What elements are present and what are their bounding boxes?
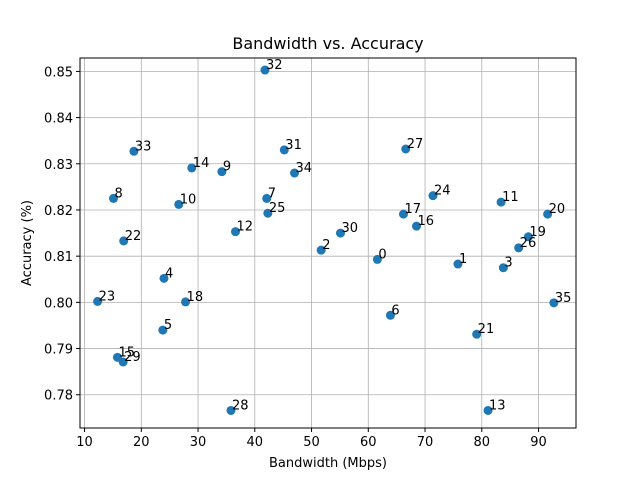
point-label-15: 15 [118,345,135,360]
data-point-30 [335,228,345,238]
x-axis-ticks: 10 20 30 40 50 60 70 80 90 [76,428,547,450]
data-point-26 [514,243,524,253]
point-label-24: 24 [434,184,451,199]
x-tick-label: 90 [530,435,547,450]
point-label-19: 19 [529,225,546,240]
data-point-3 [498,263,508,273]
data-point-9 [217,167,227,177]
x-tick-label: 20 [133,435,150,450]
data-point-13 [483,405,493,415]
data-points [93,65,559,415]
data-point-14 [187,163,197,173]
data-point-10 [174,199,184,209]
point-label-26: 26 [520,236,537,251]
data-point-35 [549,298,559,308]
data-point-20 [543,209,553,219]
x-tick-label: 30 [190,435,207,450]
data-point-24 [428,191,438,201]
point-label-12: 12 [236,220,253,235]
y-tick-label: 0.79 [44,343,73,358]
y-tick-label: 0.84 [44,112,73,127]
data-point-23 [93,296,103,306]
point-label-29: 29 [124,350,141,365]
data-point-12 [230,227,240,237]
point-label-27: 27 [407,137,424,152]
data-point-2 [316,245,326,255]
point-label-35: 35 [555,291,572,306]
data-point-5 [158,325,168,335]
data-point-21 [472,329,482,339]
point-label-6: 6 [391,303,399,318]
data-point-29 [118,357,128,367]
point-label-23: 23 [99,289,116,304]
point-label-9: 9 [223,160,231,175]
data-point-33 [129,146,139,156]
data-point-6 [385,310,395,320]
data-point-19 [523,232,533,242]
x-tick-label: 50 [303,435,320,450]
x-axis-label: Bandwidth (Mbps) [269,456,387,471]
x-tick-label: 60 [360,435,377,450]
point-label-13: 13 [489,398,506,413]
data-point-18 [181,297,191,307]
point-label-5: 5 [164,318,172,333]
data-point-8 [108,193,118,203]
data-point-11 [496,197,506,207]
data-point-27 [401,144,411,154]
y-tick-label: 0.80 [44,296,73,311]
data-point-34 [290,168,300,178]
point-label-34: 34 [296,161,313,176]
point-label-4: 4 [165,266,173,281]
point-label-18: 18 [187,290,204,305]
point-label-16: 16 [418,214,435,229]
data-point-31 [279,145,289,155]
data-point-22 [119,236,129,246]
y-tick-label: 0.85 [44,65,73,80]
point-label-10: 10 [180,192,197,207]
point-label-7: 7 [268,186,276,201]
point-label-25: 25 [269,201,286,216]
y-tick-label: 0.83 [44,158,73,173]
data-point-1 [453,259,463,269]
x-tick-label: 10 [76,435,93,450]
x-tick-label: 70 [417,435,434,450]
data-point-4 [159,273,169,283]
point-label-8: 8 [114,186,122,201]
point-label-28: 28 [232,398,249,413]
point-label-20: 20 [549,202,566,217]
grid [80,58,576,428]
chart-title: Bandwidth vs. Accuracy [232,34,423,53]
point-label-2: 2 [322,238,330,253]
point-label-3: 3 [504,256,512,271]
data-point-17 [398,209,408,219]
data-point-32 [260,65,270,75]
data-point-28 [226,405,236,415]
data-point-25 [263,208,273,218]
point-label-0: 0 [378,247,386,262]
y-axis-label: Accuracy (%) [20,200,35,286]
point-label-33: 33 [135,139,152,154]
data-point-16 [412,221,422,231]
data-point-0 [372,254,382,264]
point-label-17: 17 [404,202,421,217]
y-tick-label: 0.78 [44,389,73,404]
point-label-32: 32 [266,58,283,73]
plot-frame [79,57,577,429]
point-label-31: 31 [285,138,302,153]
point-label-1: 1 [459,252,467,267]
data-point-7 [262,193,272,203]
point-label-30: 30 [341,221,358,236]
x-tick-label: 80 [474,435,491,450]
y-tick-label: 0.81 [44,250,73,265]
x-tick-label: 40 [247,435,264,450]
point-label-22: 22 [125,229,142,244]
point-label-11: 11 [502,190,519,205]
point-label-14: 14 [193,156,210,171]
y-axis-ticks: 0.78 0.79 0.80 0.81 0.82 0.83 0.84 0.85 [44,65,80,404]
y-tick-label: 0.82 [44,204,73,219]
point-label-21: 21 [478,322,495,337]
